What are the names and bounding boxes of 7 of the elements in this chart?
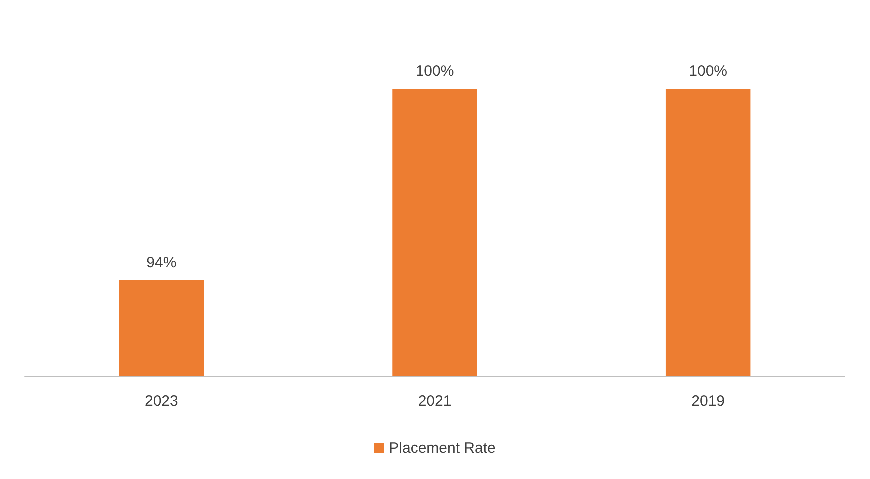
- data-label: 100%: [416, 63, 454, 80]
- x-tick-label: 2019: [692, 393, 726, 410]
- data-label: 94%: [146, 254, 177, 272]
- legend-label: Placement Rate: [389, 440, 496, 457]
- x-tick-label: 2023: [144, 393, 178, 410]
- x-tick-label: 2021: [418, 393, 452, 410]
- data-label: 100%: [689, 63, 728, 80]
